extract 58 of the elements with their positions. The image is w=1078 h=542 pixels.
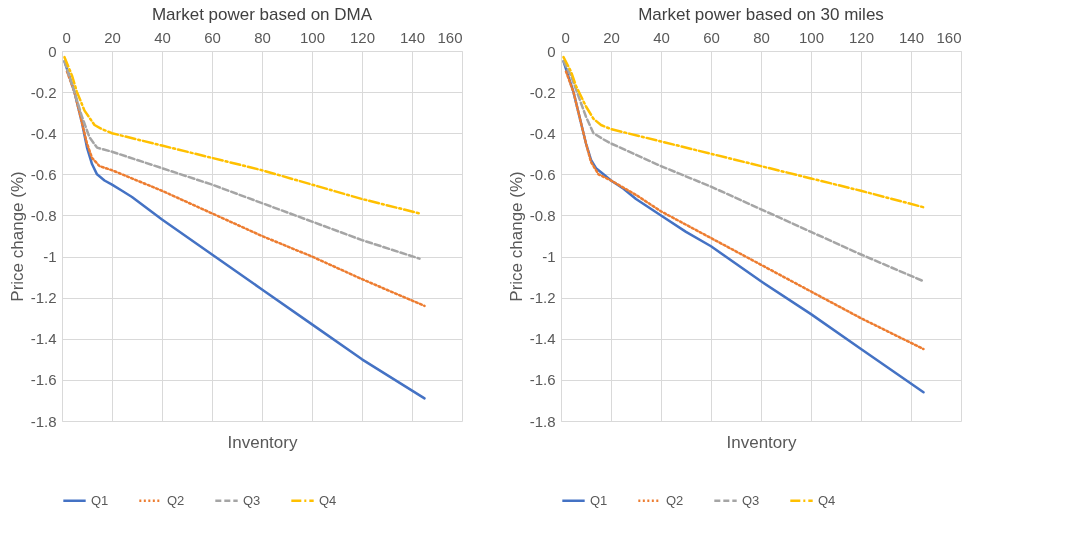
line-series [562, 60, 925, 283]
legend-label: Q4 [319, 492, 337, 508]
y-tick-label: -0.2 [30, 83, 57, 101]
x-tick-label: 140 [399, 28, 426, 46]
line-series [562, 55, 925, 209]
x-tick-label: 40 [653, 28, 670, 46]
legend-label: Q2 [666, 492, 684, 508]
y-tick-label: -1.8 [529, 412, 556, 430]
y-axis-title: Price change (%) [7, 171, 27, 302]
legend-label: Q1 [590, 492, 608, 508]
x-tick-label: 40 [154, 28, 171, 46]
line-series [65, 70, 426, 308]
x-tick-label: 120 [848, 28, 875, 46]
y-tick-label: -1 [542, 248, 556, 266]
y-tick-label: -0.4 [529, 124, 556, 142]
y-axis-title: Price change (%) [506, 171, 526, 302]
y-tick-label: -0.2 [529, 83, 556, 101]
legend-label: Q1 [91, 492, 109, 508]
y-tick-label: -1.6 [30, 371, 57, 389]
line-series [564, 70, 925, 351]
x-tick-label: 0 [62, 28, 71, 46]
y-tick-label: 0 [48, 42, 57, 60]
x-tick-label: 60 [204, 28, 221, 46]
y-tick-label: -1.2 [529, 289, 556, 307]
x-tick-label: 120 [349, 28, 376, 46]
y-tick-label: -0.8 [30, 206, 57, 224]
x-tick-label: 20 [603, 28, 620, 46]
y-tick-label: -0.8 [529, 206, 556, 224]
y-tick-label: -0.4 [30, 124, 57, 142]
x-axis-title: Inventory [227, 432, 298, 452]
legend-label: Q2 [167, 492, 185, 508]
legend-label: Q3 [742, 492, 760, 508]
x-tick-label: 100 [299, 28, 326, 46]
y-tick-label: 0 [547, 42, 556, 60]
x-tick-label: 160 [437, 28, 463, 46]
line-series [63, 60, 421, 260]
y-tick-label: -1.4 [529, 330, 556, 348]
y-tick-label: -1.4 [30, 330, 57, 348]
x-tick-label: 140 [898, 28, 925, 46]
y-tick-label: -1.2 [30, 289, 57, 307]
x-tick-label: 160 [936, 28, 962, 46]
legend-label: Q4 [818, 492, 836, 508]
x-tick-label: 80 [753, 28, 770, 46]
y-tick-label: -1.6 [529, 371, 556, 389]
legend-label: Q3 [243, 492, 261, 508]
y-tick-label: -0.6 [529, 165, 556, 183]
x-tick-label: 60 [703, 28, 720, 46]
y-tick-label: -0.6 [30, 165, 57, 183]
chart-title: Market power based on DMA [151, 5, 373, 24]
chart-title: Market power based on 30 miles [638, 5, 884, 24]
x-tick-label: 80 [254, 28, 271, 46]
x-tick-label: 0 [561, 28, 570, 46]
y-tick-label: -1 [43, 248, 57, 266]
x-axis-title: Inventory [726, 432, 797, 452]
y-tick-label: -1.8 [30, 412, 57, 430]
x-tick-label: 20 [104, 28, 121, 46]
line-series [63, 55, 421, 215]
x-tick-label: 100 [798, 28, 825, 46]
